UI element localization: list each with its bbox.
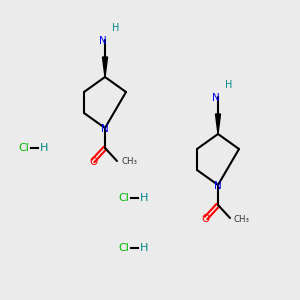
- Polygon shape: [215, 114, 220, 134]
- Text: N: N: [101, 124, 109, 134]
- Text: Cl: Cl: [18, 143, 29, 153]
- Text: H: H: [140, 193, 148, 203]
- Text: Cl: Cl: [118, 243, 129, 253]
- Text: Cl: Cl: [118, 193, 129, 203]
- Text: H: H: [112, 23, 120, 33]
- Text: H: H: [225, 80, 233, 90]
- Text: CH₃: CH₃: [121, 158, 137, 166]
- Text: H: H: [140, 243, 148, 253]
- Text: N: N: [214, 181, 222, 191]
- Polygon shape: [103, 57, 107, 77]
- Text: N: N: [212, 93, 220, 103]
- Text: N: N: [99, 36, 107, 46]
- Text: H: H: [40, 143, 48, 153]
- Text: O: O: [202, 214, 210, 224]
- Text: O: O: [89, 157, 97, 167]
- Text: CH₃: CH₃: [234, 214, 250, 224]
